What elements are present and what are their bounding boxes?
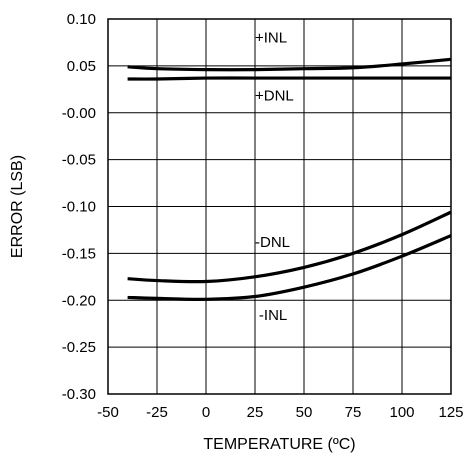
x-axis-title: TEMPERATURE (ºC) <box>203 436 355 453</box>
x-tick-label: 50 <box>296 404 313 421</box>
x-tick-label: -50 <box>97 404 119 421</box>
x-tick-label: 75 <box>345 404 362 421</box>
x-tick-label: -25 <box>146 404 168 421</box>
y-tick-label: -0.20 <box>62 292 96 309</box>
label-plus-dnl: +DNL <box>255 88 294 105</box>
y-tick-label: -0.10 <box>62 199 96 216</box>
y-tick-label: -0.15 <box>62 245 96 262</box>
x-tick-label: 25 <box>247 404 264 421</box>
x-tick-label: 125 <box>438 404 463 421</box>
x-tick-label: 0 <box>202 404 210 421</box>
series-line-minus-dnl <box>127 210 452 284</box>
grid <box>107 18 452 395</box>
series-labels: +INL +DNL -DNL -INL <box>255 29 294 324</box>
y-tick-label: -0.25 <box>62 339 96 356</box>
plot-frame <box>107 18 452 395</box>
series-lines <box>127 57 452 301</box>
label-minus-dnl: -DNL <box>255 234 290 251</box>
y-tick-label: 0.05 <box>67 58 96 75</box>
y-tick-label: -0.30 <box>62 386 96 403</box>
y-tick-label: 0.10 <box>67 11 96 28</box>
series-line-plus-dnl <box>127 76 451 81</box>
series-line-plus-inl <box>127 57 452 72</box>
y-tick-label: -0.00 <box>62 105 96 122</box>
y-tick-label: -0.05 <box>62 152 96 169</box>
y-tick-labels: 0.10 0.05 -0.00 -0.05 -0.10 -0.15 -0.20 -0.25 -0… <box>62 11 96 403</box>
x-tick-labels: -50 -25 0 25 50 75 100 125 <box>97 404 463 421</box>
label-plus-inl: +INL <box>255 29 287 46</box>
x-tick-label: 100 <box>389 404 414 421</box>
series-line-minus-inl <box>127 234 452 301</box>
y-axis-title: ERROR (LSB) <box>9 155 26 258</box>
label-minus-inl: -INL <box>259 307 287 324</box>
